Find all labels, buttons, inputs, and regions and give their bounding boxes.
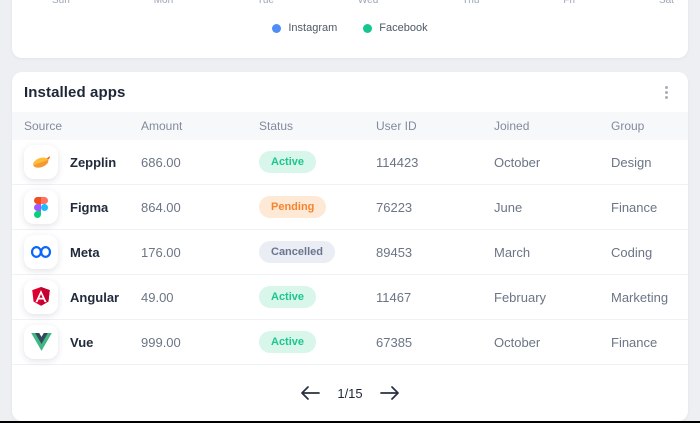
user-id-cell: 89453 [376,244,413,260]
app-name: Angular [70,289,120,305]
table-row: Angular 49.00 Active 11467 February Mark… [12,275,688,320]
legend-item-instagram[interactable]: Instagram [272,22,337,34]
vue-logo-icon [24,325,58,359]
x-axis-label: Sat [658,0,674,6]
app-name: Meta [70,244,100,260]
installed-apps-card: Installed apps Source Amount Status User ID… [12,72,688,421]
column-header-group: Group [611,119,645,133]
amount-cell: 686.00 [141,154,181,170]
group-cell: Finance [611,199,658,215]
arrow-left-icon[interactable] [299,384,322,402]
joined-cell: October [494,334,541,350]
pagination: 1/15 [12,365,688,421]
x-axis-label: Sun [52,0,70,6]
source-cell: Zepplin [12,145,129,179]
instagram-series-dot [272,23,282,33]
source-cell: Figma [12,190,129,224]
joined-cell: February [494,289,547,305]
status-badge: Active [259,331,317,353]
user-id-cell: 114423 [376,154,419,170]
facebook-series-dot [363,23,373,33]
table-header-row: Source Amount Status User ID Joined Group [12,112,688,140]
x-axis-labels: Sun Mon Tue Wed Thu Fri Sat [12,0,688,7]
status-badge: Active [259,286,317,308]
screen-bottom-edge [0,421,700,423]
kebab-menu-icon[interactable] [661,82,672,103]
zeplin-logo-icon [24,145,58,179]
chart-legend: Instagram Facebook [12,22,688,34]
status-cell: Active [247,286,364,308]
column-header-amount: Amount [141,119,183,133]
legend-label: Facebook [379,22,428,34]
source-cell: Vue [12,325,129,359]
column-header-joined: Joined [494,119,530,133]
app-name: Figma [70,199,109,215]
meta-logo-icon [24,235,58,269]
user-id-cell: 76223 [376,199,413,215]
source-cell: Meta [12,235,129,269]
x-axis-label: Wed [357,0,379,6]
x-axis-label: Fri [563,0,576,6]
status-badge: Pending [259,196,327,218]
table-row: Zepplin 686.00 Active 114423 October Des… [12,140,688,185]
status-badge: Active [259,151,317,173]
status-badge: Cancelled [259,241,335,263]
amount-cell: 999.00 [141,334,181,350]
column-header-user-id: User ID [376,119,417,133]
app-name: Vue [70,334,94,350]
x-axis-label: Tue [257,0,274,6]
group-cell: Design [611,154,652,170]
amount-cell: 176.00 [141,244,181,260]
status-cell: Active [247,331,364,353]
app-name: Zepplin [70,154,117,170]
card-header: Installed apps [12,72,688,112]
joined-cell: June [494,199,523,215]
table-row: Figma 864.00 Pending 76223 June Finance [12,185,688,230]
status-cell: Pending [247,196,364,218]
table-row: Vue 999.00 Active 67385 October Finance [12,320,688,365]
amount-cell: 49.00 [141,289,174,305]
group-cell: Marketing [611,289,669,305]
status-cell: Active [247,151,364,173]
user-id-cell: 11467 [376,289,412,305]
arrow-right-icon[interactable] [378,384,401,402]
chart-card: Sun Mon Tue Wed Thu Fri Sat Instagram Facebook [12,0,688,58]
legend-item-facebook[interactable]: Facebook [363,22,428,34]
status-cell: Cancelled [247,241,364,263]
group-cell: Coding [611,244,653,260]
table-row: Meta 176.00 Cancelled 89453 March Coding [12,230,688,275]
column-header-source: Source [24,119,63,133]
x-axis-label: Mon [153,0,174,6]
joined-cell: March [494,244,531,260]
page-indicator: 1/15 [337,385,363,401]
column-header-status: Status [259,119,294,133]
legend-label: Instagram [288,22,338,34]
amount-cell: 864.00 [141,199,181,215]
table-body: Zepplin 686.00 Active 114423 October Des… [12,140,688,365]
angular-logo-icon [24,280,58,314]
x-axis-label: Thu [462,0,480,6]
figma-logo-icon [24,190,58,224]
source-cell: Angular [12,280,129,314]
card-title: Installed apps [24,83,126,101]
group-cell: Finance [611,334,658,350]
joined-cell: October [494,154,541,170]
user-id-cell: 67385 [376,334,413,350]
